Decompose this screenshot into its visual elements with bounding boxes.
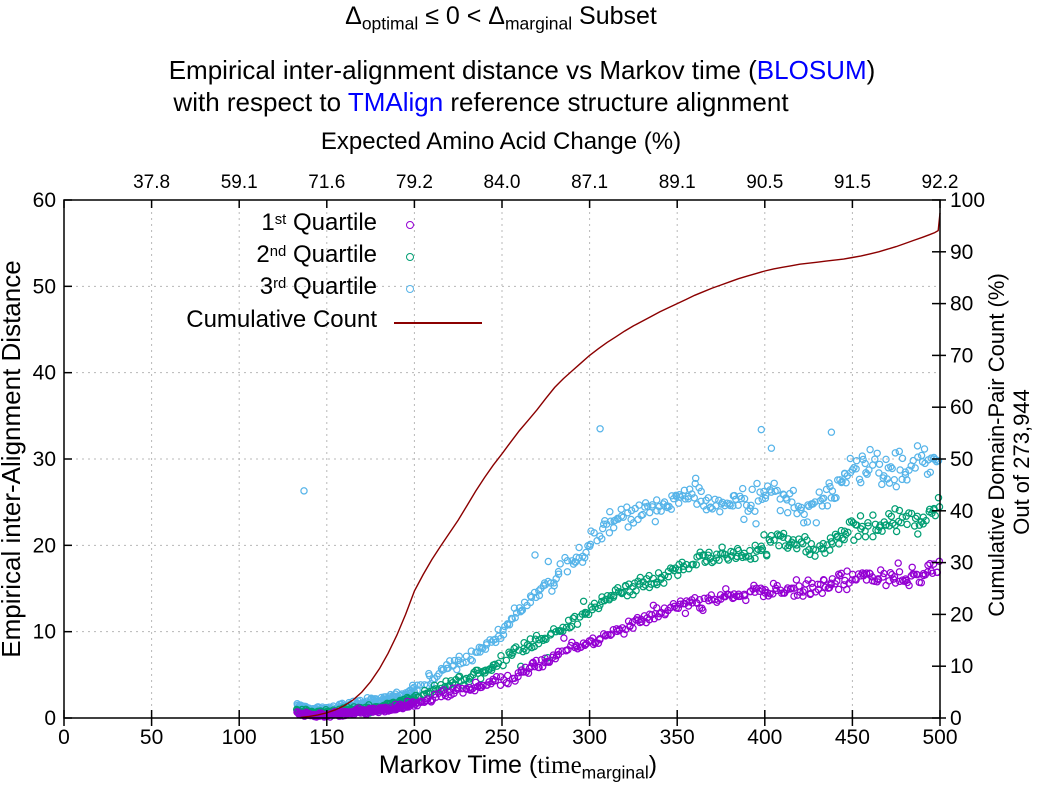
x2-tick-label: 84.0 [484, 172, 521, 193]
y-tick-label: 0 [44, 707, 56, 730]
y2-tick-label: 40 [950, 500, 973, 523]
x2-tick-label: 92.2 [922, 172, 959, 193]
y-tick-label: 50 [33, 275, 56, 298]
scatter-series-2nd-quartile [292, 493, 944, 720]
gridlines [64, 200, 940, 718]
x-tick-label: 100 [222, 726, 257, 749]
y2-axis-label-line1: Cumulative Domain-Pair Count (%) [984, 273, 1009, 617]
y2-tick-label: 20 [950, 603, 973, 626]
x-tick-label: 0 [58, 726, 70, 749]
x-tick-label: 300 [572, 726, 607, 749]
x-tick-label: 450 [835, 726, 870, 749]
y2-tick-label: 10 [950, 655, 973, 678]
y2-tick-label: 70 [950, 344, 973, 367]
y2-tick-label: 60 [950, 396, 973, 419]
y2-tick-label: 90 [950, 241, 973, 264]
x2-tick-label: 87.1 [571, 172, 608, 193]
y2-tick-label: 100 [950, 189, 985, 212]
y2-tick-label: 80 [950, 293, 973, 316]
x2-tick-label: 89.1 [659, 172, 696, 193]
y-tick-label: 10 [33, 621, 56, 644]
x-tick-label: 350 [660, 726, 695, 749]
x-tick-label: 50 [140, 726, 163, 749]
x2-tick-label: 79.2 [396, 172, 433, 193]
x2-tick-label: 91.5 [834, 172, 871, 193]
y-tick-label: 30 [33, 448, 56, 471]
y-tick-label: 40 [33, 362, 56, 385]
x2-tick-label: 59.1 [221, 172, 258, 193]
cumulative-count-line [300, 212, 941, 719]
y2-axis-label-line2: Out of 273,944 [1009, 389, 1034, 535]
axis-ticks [63, 199, 946, 726]
y-tick-label: 20 [33, 534, 56, 557]
x2-tick-label: 37.8 [133, 172, 170, 193]
x-tick-label: 150 [309, 726, 344, 749]
x2-tick-label: 90.5 [746, 172, 783, 193]
y2-tick-label: 30 [950, 552, 973, 575]
y-tick-label: 60 [33, 189, 56, 212]
x2-tick-label: 71.6 [308, 172, 345, 193]
x-tick-label: 200 [397, 726, 432, 749]
x-tick-label: 500 [922, 726, 957, 749]
x-tick-label: 250 [484, 726, 519, 749]
y2-tick-label: 50 [950, 448, 973, 471]
x-tick-label: 400 [747, 726, 782, 749]
y2-tick-label: 0 [950, 707, 962, 730]
y-axis-label: Empirical inter-Alignment Distance [0, 260, 26, 657]
